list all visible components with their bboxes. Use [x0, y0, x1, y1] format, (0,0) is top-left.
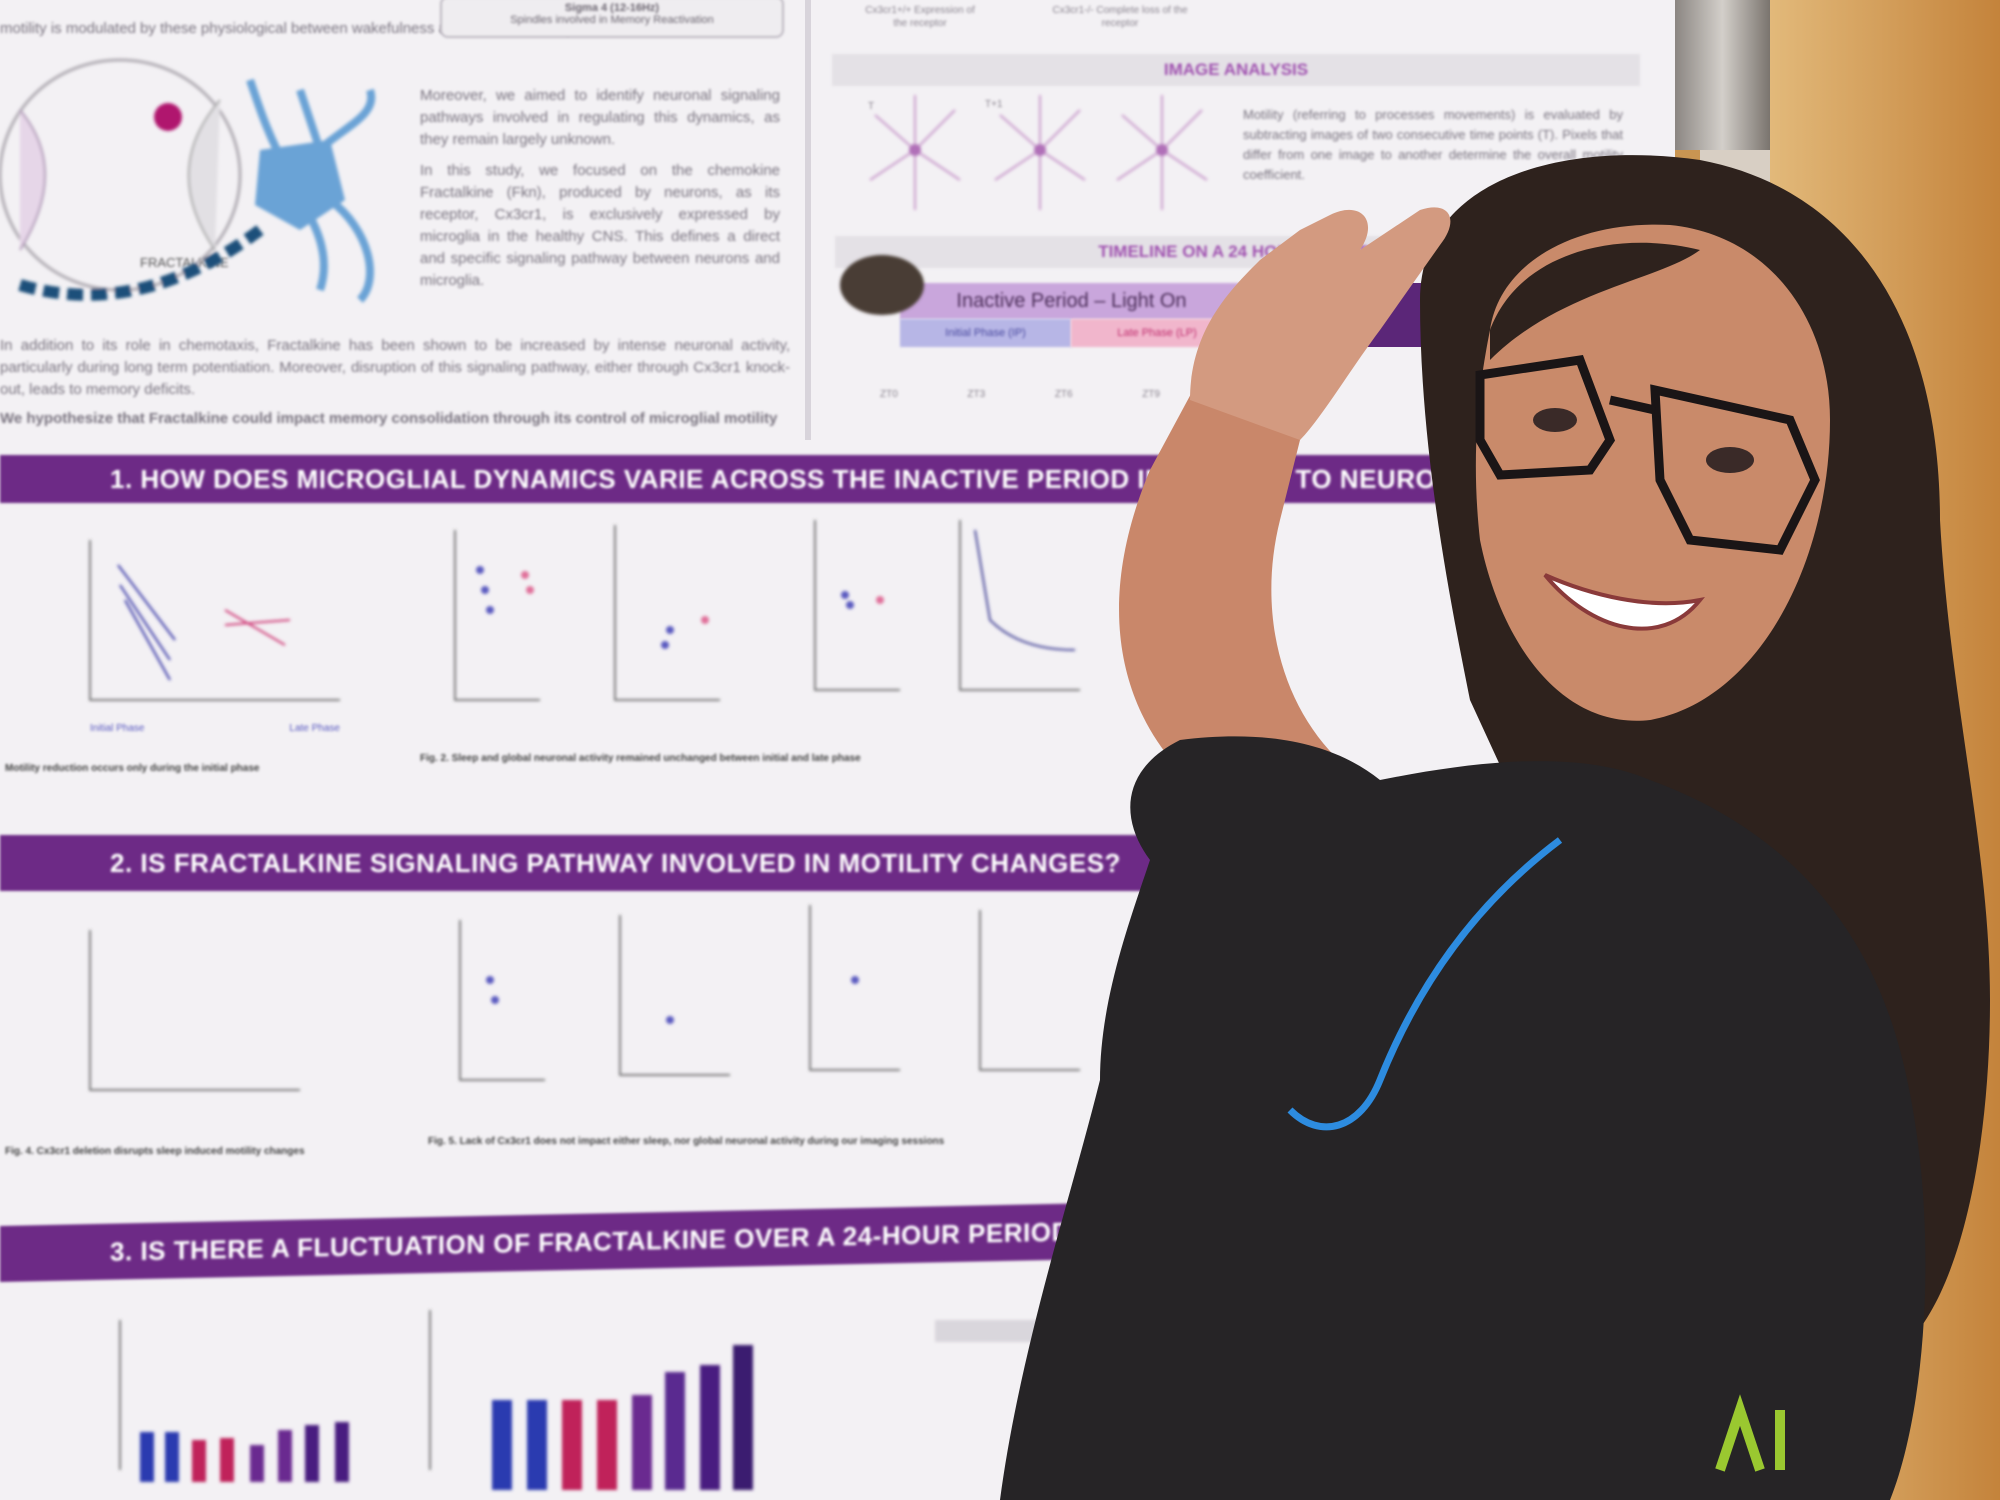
section1-caption: Motility reduction occurs only during th… [5, 763, 260, 774]
hypothesis-text: We hypothesize that Fractalkine could im… [0, 410, 778, 427]
zt-label: ZT3 [967, 389, 986, 400]
paired-lines [117, 564, 176, 681]
zt-labels: ZT0 ZT3 ZT6 ZT9 [880, 388, 1160, 401]
x-label-initial: Initial Phase [90, 723, 145, 734]
time-label-t: T [868, 101, 875, 112]
addition-paragraph: In addition to its role in chemotaxis, F… [0, 337, 790, 398]
aim-paragraph: Moreover, we aimed to identify neuronal … [420, 87, 780, 148]
microglia-membrane [19, 109, 46, 251]
genotype-label-ko: Cx3cr1-/- Complete loss of the receptor [1052, 5, 1188, 29]
bar-chart-bars [140, 1345, 753, 1490]
neuron-dendrites [246, 78, 376, 303]
study-paragraph: In this study, we focused on the chemoki… [420, 162, 780, 289]
intro-text: motility is modulated by these physiolog… [0, 20, 579, 37]
poster-graphics [0, 58, 1208, 1490]
genotype-label-wt: Cx3cr1+/+ Expression of the receptor [865, 5, 975, 29]
axon-myelin [18, 225, 264, 301]
person [1000, 155, 1990, 1500]
glasses [1475, 355, 1820, 555]
raised-arm [1119, 340, 1400, 820]
sigma-title: Sigma 4 (12-16Hz) [564, 2, 660, 14]
image-analysis-text: Motility (referring to processes movemen… [1243, 107, 1623, 182]
shirt-print [1715, 1394, 1785, 1472]
neuron-icon [255, 140, 345, 230]
zt-label: ZT6 [1054, 389, 1073, 400]
microglia-icons [869, 95, 1208, 210]
mouse-icon [840, 255, 924, 315]
receptor-icon [154, 103, 182, 131]
metal-pole [1675, 0, 1770, 150]
initial-phase: Initial Phase (IP) [900, 319, 1071, 347]
plot-axes [89, 520, 1080, 1470]
lanyard [1287, 837, 1563, 1131]
sigma-box: Sigma 4 (12-16Hz) Spindles involved in M… [440, 0, 784, 38]
section-1-header: 1. HOW DOES MICROGLIAL DYNAMICS VARIE AC… [0, 455, 1675, 503]
black-shirt [1000, 736, 1926, 1500]
inactive-period: Inactive Period – Light On [900, 283, 1243, 319]
smile [1543, 573, 1705, 631]
sigma-subtitle: Spindles involved in Memory Reactivation [510, 14, 714, 26]
x-label-late: Late Phase [289, 723, 340, 734]
hand [1190, 207, 1451, 440]
image-analysis-title: IMAGE ANALYSIS [832, 54, 1640, 86]
right-eye [1706, 447, 1754, 473]
scatter-points [476, 566, 859, 1024]
zt-label: ZT9 [1142, 389, 1160, 400]
section2-caption: Fig. 4. Cx3cr1 deletion disrupts sleep i… [5, 1146, 305, 1157]
zt-label: ZT0 [880, 389, 898, 400]
fig2-caption: Fig. 2. Sleep and global neuronal activi… [420, 753, 861, 764]
time-label-t1: T+1 [985, 99, 1003, 110]
left-eye [1533, 408, 1577, 432]
hair-fringe [1490, 242, 1700, 360]
neuron-membrane [187, 99, 221, 251]
section1-x-labels: Initial Phase Late Phase [90, 722, 340, 735]
fig5-caption: Fig. 5. Lack of Cx3cr1 does not impact e… [428, 1136, 945, 1147]
trace-line [974, 529, 1076, 651]
column-divider [805, 0, 811, 440]
